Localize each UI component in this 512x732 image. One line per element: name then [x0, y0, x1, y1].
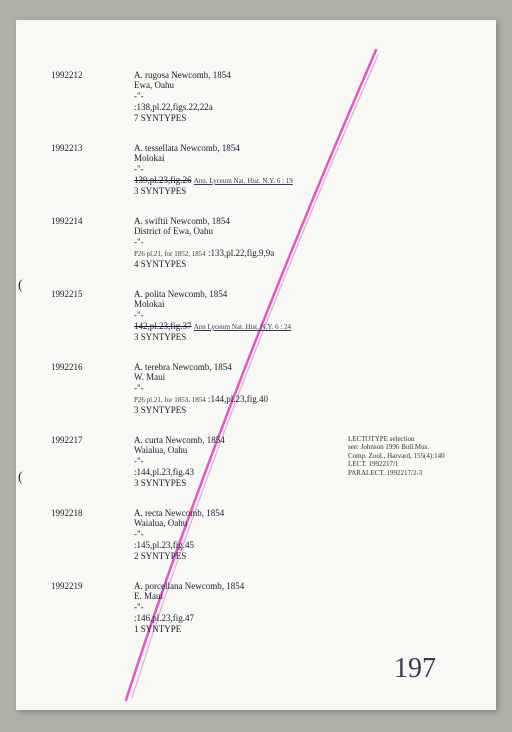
species-title: A. rugosa Newcomb, 1854	[134, 70, 476, 80]
entry-id: 1992215	[36, 289, 106, 342]
entry-id: 1992218	[36, 508, 106, 561]
reference: P26 pl.21, for 1852, 1854 :133,pl.22,fig…	[134, 248, 476, 258]
location: District of Ewa, Oahu	[134, 226, 476, 236]
reference: :138,pl.22,figs.22,22a	[134, 102, 476, 112]
entry-content: A. polita Newcomb, 1854 Molokai -"- 142,…	[106, 289, 476, 342]
location: Molokai	[134, 153, 476, 163]
entry-id: 1992219	[36, 581, 106, 634]
entry-content: A. terebra Newcomb, 1854 W. Maui -"- P26…	[106, 362, 476, 415]
location: Waialua, Oahu	[134, 518, 476, 528]
species-title: A. recta Newcomb, 1854	[134, 508, 476, 518]
lectotype-note: LECTOTYPE selection see: Johnson 1996 Bu…	[348, 435, 458, 477]
location: E. Maui	[134, 591, 476, 601]
species-title: A. swiftii Newcomb, 1854	[134, 216, 476, 226]
struck-ref: 139,pl.23,fig.26	[134, 175, 192, 185]
ditto: -"-	[134, 310, 476, 320]
catalog-entry: 1992215 A. polita Newcomb, 1854 Molokai …	[36, 289, 476, 342]
entry-content: A. porcellana Newcomb, 1854 E. Maui -"- …	[106, 581, 476, 634]
syntype-count: 1 SYNTYPE	[134, 624, 476, 634]
catalog-entry: 1992219 A. porcellana Newcomb, 1854 E. M…	[36, 581, 476, 634]
syntype-count: 3 SYNTYPES	[134, 186, 476, 196]
entry-id: 1992216	[36, 362, 106, 415]
location: Ewa, Oahu	[134, 80, 476, 90]
species-title: A. tessellata Newcomb, 1854	[134, 143, 476, 153]
hand-annotation: Ann. Lyceum Nat. Hist. N.Y. 6 : 19	[194, 177, 293, 185]
hand-annotation: Ann Lyceum Nat. Hist. N.Y. 6 : 24	[194, 323, 291, 331]
species-title: A. terebra Newcomb, 1854	[134, 362, 476, 372]
syntype-count: 7 SYNTYPES	[134, 113, 476, 123]
catalog-entry: 1992217 A. curta Newcomb, 1854 Waialua, …	[36, 435, 476, 488]
hand-annotation: P26 pl.21, for 1853, 1854	[134, 396, 206, 404]
margin-bracket: (	[18, 278, 23, 294]
syntype-count: 3 SYNTYPES	[134, 478, 476, 488]
syntype-count: 4 SYNTYPES	[134, 259, 476, 269]
syntype-count: 3 SYNTYPES	[134, 332, 476, 342]
reference: P26 pl.21, for 1853, 1854 :144,pl.23,fig…	[134, 394, 476, 404]
page-number: 197	[394, 653, 436, 685]
margin-bracket: (	[18, 470, 23, 486]
struck-ref: 142,pl.23,fig.37	[134, 321, 192, 331]
syntype-count: 2 SYNTYPES	[134, 551, 476, 561]
reference: 142,pl.23,fig.37 Ann Lyceum Nat. Hist. N…	[134, 321, 476, 331]
ditto: -"-	[134, 237, 476, 247]
reference: :145,pl.23,fig.45	[134, 540, 476, 550]
ditto: -"-	[134, 383, 476, 393]
ditto: -"-	[134, 529, 476, 539]
species-title: A. porcellana Newcomb, 1854	[134, 581, 476, 591]
ditto: -"-	[134, 602, 476, 612]
location: Molokai	[134, 299, 476, 309]
catalog-entry: 1992212 A. rugosa Newcomb, 1854 Ewa, Oah…	[36, 70, 476, 123]
reference: :146,pl.23,fig.47	[134, 613, 476, 623]
entry-content: A. recta Newcomb, 1854 Waialua, Oahu -"-…	[106, 508, 476, 561]
catalog-entry: 1992216 A. terebra Newcomb, 1854 W. Maui…	[36, 362, 476, 415]
syntype-count: 3 SYNTYPES	[134, 405, 476, 415]
species-title: A. polita Newcomb, 1854	[134, 289, 476, 299]
entry-content: A. tessellata Newcomb, 1854 Molokai -"- …	[106, 143, 476, 196]
hand-annotation: P26 pl.21, for 1852, 1854	[134, 250, 206, 258]
entry-id: 1992212	[36, 70, 106, 123]
ditto: -"-	[134, 91, 476, 101]
catalog-entry: 1992213 A. tessellata Newcomb, 1854 Molo…	[36, 143, 476, 196]
entry-id: 1992217	[36, 435, 106, 488]
document-page: ( ( 1992212 A. rugosa Newcomb, 1854 Ewa,…	[16, 20, 496, 710]
entry-content: A. swiftii Newcomb, 1854 District of Ewa…	[106, 216, 476, 269]
reference: 139,pl.23,fig.26 Ann. Lyceum Nat. Hist. …	[134, 175, 476, 185]
ref-text: :133,pl.22,fig.9,9a	[208, 248, 274, 258]
ref-text: :144,pl.23,fig.40	[208, 394, 268, 404]
entry-content: A. rugosa Newcomb, 1854 Ewa, Oahu -"- :1…	[106, 70, 476, 123]
location: W. Maui	[134, 372, 476, 382]
entry-id: 1992214	[36, 216, 106, 269]
entry-id: 1992213	[36, 143, 106, 196]
catalog-entry: 1992218 A. recta Newcomb, 1854 Waialua, …	[36, 508, 476, 561]
catalog-entry: 1992214 A. swiftii Newcomb, 1854 Distric…	[36, 216, 476, 269]
ditto: -"-	[134, 164, 476, 174]
